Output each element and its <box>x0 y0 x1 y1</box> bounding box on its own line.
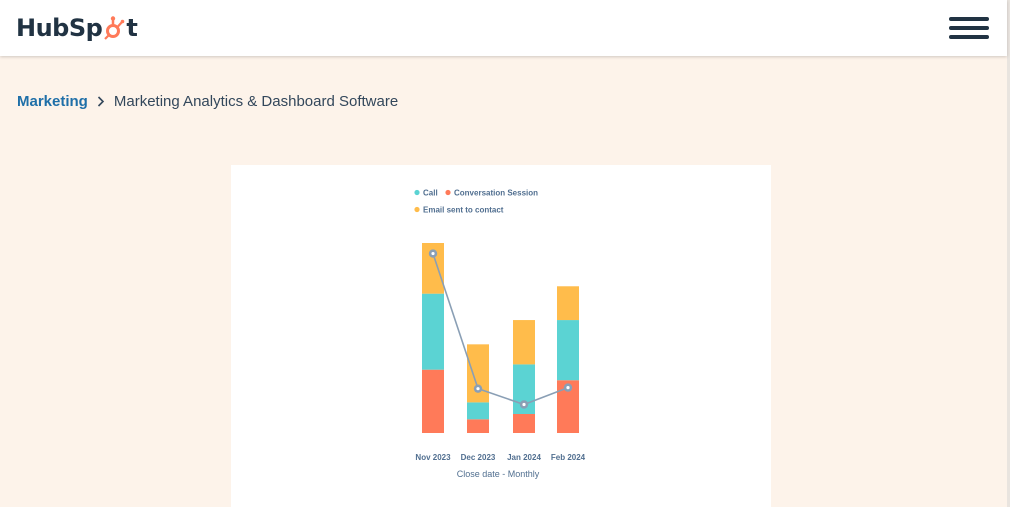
sprocket-icon <box>104 16 125 40</box>
legend-marker <box>414 206 420 213</box>
bar-segment <box>513 320 535 365</box>
x-tick-label: Feb 2024 <box>551 453 586 462</box>
breadcrumb-current: Marketing Analytics & Dashboard Software <box>113 93 399 110</box>
line-point-center <box>431 251 435 256</box>
bar-segment <box>467 419 489 433</box>
legend-label: Call <box>423 189 438 198</box>
bar-segment <box>557 320 579 381</box>
x-tick-label: Nov 2023 <box>415 453 451 462</box>
line-series <box>432 253 569 406</box>
breadcrumb: Marketing Marketing Analytics & Dashboar… <box>17 93 398 110</box>
hamburger-line <box>949 26 989 30</box>
legend-label: Email sent to contact <box>423 206 504 215</box>
legend-label: Conversation Session <box>454 189 538 198</box>
hamburger-line <box>949 17 989 21</box>
site-header: HubSp t <box>0 0 1007 56</box>
legend-marker <box>445 189 451 196</box>
bar-segment <box>422 293 444 370</box>
x-tick-label: Jan 2024 <box>507 453 541 462</box>
x-tick-label: Dec 2023 <box>461 453 496 462</box>
bar-segment <box>422 243 444 294</box>
line-point-center <box>476 387 480 391</box>
bar-segment <box>557 286 579 321</box>
x-axis-title: Close date - Monthly <box>457 469 540 479</box>
hamburger-line <box>949 35 989 39</box>
line-point-center <box>566 386 570 390</box>
legend-marker <box>414 189 420 196</box>
bar-segment <box>557 380 579 433</box>
line-point-center <box>522 402 526 407</box>
chevron-right-icon <box>97 94 105 110</box>
logo-text-right: t <box>126 14 138 42</box>
bar-segment <box>467 402 489 420</box>
bar-segment <box>513 414 535 433</box>
breadcrumb-link-marketing[interactable]: Marketing <box>17 93 88 110</box>
bar-segment <box>422 369 444 433</box>
chart-card: Call Conversation Session Email sent to co… <box>231 165 771 507</box>
bar-segment <box>467 344 489 403</box>
logo-text-left: HubSp <box>16 14 103 42</box>
scrollbar[interactable] <box>1007 0 1010 507</box>
hamburger-icon[interactable] <box>949 17 989 39</box>
hubspot-logo[interactable]: HubSp t <box>16 14 138 42</box>
stacked-bar-chart: Call Conversation Session Email sent to co… <box>414 189 586 479</box>
